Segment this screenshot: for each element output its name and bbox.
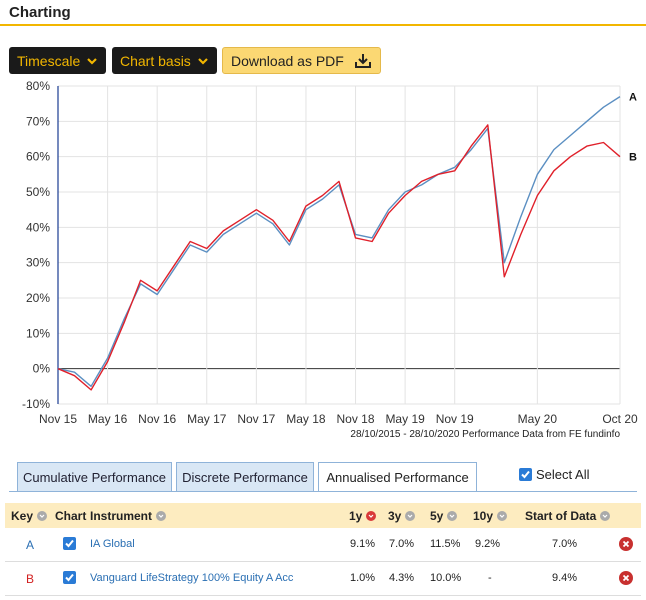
col-10y-label: 10y	[473, 509, 494, 523]
y-tick-label: 10%	[26, 326, 50, 340]
y-tick-label: -10%	[22, 397, 50, 411]
select-all-checkbox[interactable]	[519, 468, 532, 481]
tab-label: Annualised Performance	[326, 469, 469, 485]
col-3y: 3y	[388, 509, 416, 523]
chevron-down-icon	[198, 57, 208, 65]
instrument-link[interactable]: IA Global	[90, 538, 135, 550]
x-tick-label: Nov 18	[337, 412, 375, 426]
value-3y: 7.0%	[389, 538, 415, 550]
sort-icon[interactable]	[37, 511, 48, 521]
col-3y-label: 3y	[388, 509, 402, 523]
table-row: B Vanguard LifeStrategy 100% Equity A Ac…	[5, 562, 641, 596]
select-all[interactable]: Select All	[519, 467, 589, 482]
y-tick-label: 20%	[26, 291, 50, 305]
sort-active-icon[interactable]	[366, 511, 377, 521]
series-end-label: B	[629, 152, 637, 164]
value-start-of-data: 7.0%	[552, 538, 578, 550]
tab-discrete-performance[interactable]: Discrete Performance	[176, 462, 314, 492]
sort-icon[interactable]	[600, 511, 611, 521]
x-tick-label: May 17	[187, 412, 227, 426]
col-5y-label: 5y	[430, 509, 444, 523]
x-tick-label: May 18	[286, 412, 326, 426]
y-tick-label: 30%	[26, 256, 50, 270]
charting-header: Charting	[0, 0, 646, 26]
y-tick-label: 40%	[26, 220, 50, 234]
sort-icon[interactable]	[447, 511, 458, 521]
remove-icon[interactable]	[619, 537, 633, 551]
table-row: A IA Global 9.1% 7.0% 11.5% 9.2% 7.0%	[5, 528, 641, 562]
checkmark-icon	[521, 470, 530, 479]
value-10y: -	[488, 572, 492, 584]
tabs-divider	[9, 491, 637, 492]
row-key: A	[26, 538, 35, 552]
y-tick-label: 50%	[26, 185, 50, 199]
x-tick-label: Nov 15	[39, 412, 77, 426]
col-start-of-data: Start of Data	[525, 509, 611, 523]
instrument-link[interactable]: Vanguard LifeStrategy 100% Equity A Acc	[90, 572, 294, 584]
tab-cumulative-performance[interactable]: Cumulative Performance	[17, 462, 172, 492]
x-tick-label: Oct 20	[602, 412, 638, 426]
sort-icon[interactable]	[156, 511, 167, 521]
value-1y: 1.0%	[350, 572, 376, 584]
col-1y-label: 1y	[349, 509, 363, 523]
chart-basis-label: Chart basis	[120, 52, 191, 69]
x-tick-label: May 19	[385, 412, 425, 426]
timescale-button[interactable]: Timescale	[9, 47, 107, 74]
select-all-label: Select All	[536, 467, 590, 482]
value-1y: 9.1%	[350, 538, 376, 550]
col-instrument: Instrument	[90, 509, 167, 523]
col-key: Key	[11, 509, 48, 523]
col-instrument-label: Instrument	[90, 509, 153, 523]
page-title: Charting	[9, 4, 71, 21]
y-tick-label: 70%	[26, 114, 50, 128]
value-5y: 10.0%	[430, 572, 462, 584]
value-5y: 11.5%	[430, 538, 461, 550]
table-header: Key Chart Instrument 1y 3y 5y 10y Start …	[5, 503, 641, 528]
value-3y: 4.3%	[389, 572, 415, 584]
sort-icon[interactable]	[497, 511, 508, 521]
tab-label: Discrete Performance	[182, 469, 308, 485]
series-line-b	[57, 124, 621, 391]
checkmark-icon	[65, 573, 74, 582]
chevron-down-icon	[87, 57, 98, 65]
value-10y: 9.2%	[475, 538, 501, 550]
download-icon	[354, 53, 371, 68]
x-tick-label: Nov 17	[237, 412, 275, 426]
chart-checkbox[interactable]	[63, 537, 76, 550]
tab-annualised-performance[interactable]: Annualised Performance	[318, 462, 477, 492]
y-tick-label: 80%	[26, 79, 50, 93]
col-10y: 10y	[473, 509, 508, 523]
tab-label: Cumulative Performance	[22, 469, 167, 485]
download-pdf-label: Download as PDF	[231, 52, 344, 69]
timescale-label: Timescale	[17, 52, 81, 69]
y-tick-label: 60%	[26, 150, 50, 164]
sort-icon[interactable]	[405, 511, 416, 521]
col-1y: 1y	[349, 509, 377, 523]
x-tick-label: May 16	[88, 412, 128, 426]
value-start-of-data: 9.4%	[552, 572, 578, 584]
instrument-table: Key Chart Instrument 1y 3y 5y 10y Start …	[5, 503, 641, 596]
remove-icon[interactable]	[619, 571, 633, 585]
chart-checkbox[interactable]	[63, 571, 76, 584]
chart-caption: 28/10/2015 - 28/10/2020 Performance Data…	[350, 429, 620, 440]
checkmark-icon	[65, 539, 74, 548]
performance-chart: -10% 0% 10% 20% 30% 40% 50% 60% 70% 80% Nov 15 May …	[22, 79, 638, 440]
row-key: B	[26, 572, 35, 586]
x-tick-label: Nov 19	[436, 412, 474, 426]
y-tick-label: 0%	[33, 362, 51, 376]
col-5y: 5y	[430, 509, 458, 523]
col-key-label: Key	[11, 509, 34, 523]
chart-basis-button[interactable]: Chart basis	[112, 47, 217, 74]
x-tick-label: May 20	[518, 412, 558, 426]
x-tick-label: Nov 16	[138, 412, 176, 426]
col-start-label: Start of Data	[525, 509, 597, 523]
series-end-label: A	[629, 92, 637, 104]
download-pdf-button[interactable]: Download as PDF	[222, 47, 381, 74]
series-line-a	[57, 96, 621, 387]
col-chart-label: Chart	[55, 509, 87, 523]
col-chart: Chart	[55, 509, 86, 523]
